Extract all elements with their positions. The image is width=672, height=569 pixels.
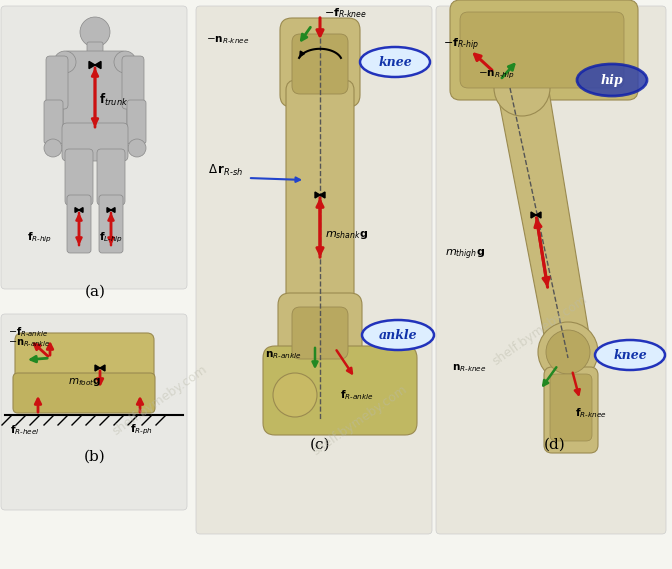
FancyBboxPatch shape	[196, 6, 432, 534]
Text: (c): (c)	[310, 438, 330, 452]
FancyBboxPatch shape	[127, 100, 146, 144]
Text: shelf.bymeby.com: shelf.bymeby.com	[110, 362, 210, 438]
Polygon shape	[320, 192, 325, 198]
Polygon shape	[107, 208, 111, 212]
Text: shelf.bymeby.com: shelf.bymeby.com	[310, 382, 410, 457]
Text: $\mathbf{n}_{R\text{-}knee}$: $\mathbf{n}_{R\text{-}knee}$	[452, 362, 487, 374]
Polygon shape	[531, 212, 536, 218]
FancyBboxPatch shape	[550, 374, 592, 441]
FancyBboxPatch shape	[450, 0, 638, 100]
FancyBboxPatch shape	[97, 149, 125, 205]
FancyBboxPatch shape	[44, 100, 63, 144]
Polygon shape	[75, 208, 79, 212]
FancyBboxPatch shape	[65, 149, 93, 205]
Text: $m_{foot}\mathbf{g}$: $m_{foot}\mathbf{g}$	[68, 376, 101, 388]
Text: shelf.bymeby.com: shelf.bymeby.com	[490, 292, 590, 368]
FancyBboxPatch shape	[278, 293, 362, 372]
FancyBboxPatch shape	[99, 195, 123, 253]
Polygon shape	[496, 85, 590, 340]
Text: $\mathbf{f}_{R\text{-}knee}$: $\mathbf{f}_{R\text{-}knee}$	[575, 406, 607, 420]
Text: $\mathbf{f}_{trunk}$: $\mathbf{f}_{trunk}$	[99, 92, 128, 108]
Polygon shape	[89, 61, 95, 69]
FancyBboxPatch shape	[292, 34, 348, 94]
Text: $\mathbf{f}_{L\text{-}hip}$: $\mathbf{f}_{L\text{-}hip}$	[99, 231, 123, 245]
Polygon shape	[536, 212, 541, 218]
Text: $\mathbf{f}_{R\text{-}ankle}$: $\mathbf{f}_{R\text{-}ankle}$	[340, 388, 374, 402]
Circle shape	[80, 17, 110, 47]
Ellipse shape	[595, 340, 665, 370]
FancyBboxPatch shape	[1, 314, 187, 510]
Text: (a): (a)	[85, 285, 106, 299]
Polygon shape	[79, 208, 83, 212]
Circle shape	[538, 322, 598, 382]
Text: hip: hip	[601, 73, 624, 86]
FancyBboxPatch shape	[67, 195, 91, 253]
FancyBboxPatch shape	[1, 6, 187, 289]
FancyBboxPatch shape	[292, 307, 348, 359]
Polygon shape	[95, 61, 101, 69]
Circle shape	[54, 51, 76, 73]
FancyBboxPatch shape	[87, 42, 103, 58]
Text: $\mathbf{f}_{R\text{-}ph}$: $\mathbf{f}_{R\text{-}ph}$	[130, 423, 153, 437]
Polygon shape	[111, 208, 115, 212]
FancyBboxPatch shape	[122, 56, 144, 109]
Circle shape	[273, 373, 317, 417]
Circle shape	[494, 60, 550, 116]
Text: knee: knee	[378, 56, 412, 68]
Text: $m_{thigh}\mathbf{g}$: $m_{thigh}\mathbf{g}$	[445, 248, 485, 262]
Ellipse shape	[360, 47, 430, 77]
FancyBboxPatch shape	[286, 80, 354, 320]
Text: $-\mathbf{f}_{R\text{-}hip}$: $-\mathbf{f}_{R\text{-}hip}$	[443, 37, 479, 53]
Text: $-\mathbf{n}_{R\text{-}hip}$: $-\mathbf{n}_{R\text{-}hip}$	[478, 69, 515, 81]
FancyBboxPatch shape	[544, 367, 598, 453]
Text: $-\mathbf{f}_{R\text{-}knee}$: $-\mathbf{f}_{R\text{-}knee}$	[324, 6, 367, 20]
Text: $-\mathbf{n}_{R\text{-}ankle}$: $-\mathbf{n}_{R\text{-}ankle}$	[8, 337, 50, 349]
FancyBboxPatch shape	[46, 56, 68, 109]
Text: $-\mathbf{f}_{R\text{-}ankle}$: $-\mathbf{f}_{R\text{-}ankle}$	[8, 325, 48, 339]
Text: $\mathbf{n}_{R\text{-}ankle}$: $\mathbf{n}_{R\text{-}ankle}$	[265, 349, 302, 361]
Circle shape	[546, 330, 590, 374]
FancyBboxPatch shape	[13, 373, 155, 413]
FancyBboxPatch shape	[280, 18, 360, 107]
FancyBboxPatch shape	[62, 123, 128, 161]
Text: (b): (b)	[84, 450, 106, 464]
Text: $\Delta\,\mathbf{r}_{R\text{-}sh}$: $\Delta\,\mathbf{r}_{R\text{-}sh}$	[208, 163, 243, 178]
FancyBboxPatch shape	[263, 346, 417, 435]
Ellipse shape	[577, 64, 647, 96]
Circle shape	[114, 51, 136, 73]
Text: $m_{shank}\mathbf{g}$: $m_{shank}\mathbf{g}$	[325, 229, 368, 241]
Polygon shape	[315, 192, 320, 198]
Circle shape	[128, 139, 146, 157]
Text: $\mathbf{f}_{R\text{-}hip}$: $\mathbf{f}_{R\text{-}hip}$	[27, 231, 52, 245]
Text: (d): (d)	[544, 438, 566, 452]
Polygon shape	[100, 365, 105, 371]
Text: $-\mathbf{n}_{R\text{-}knee}$: $-\mathbf{n}_{R\text{-}knee}$	[206, 34, 249, 46]
FancyBboxPatch shape	[436, 6, 666, 534]
Ellipse shape	[362, 320, 434, 350]
FancyBboxPatch shape	[63, 51, 127, 136]
FancyBboxPatch shape	[15, 333, 154, 397]
Polygon shape	[95, 365, 100, 371]
Text: ankle: ankle	[379, 328, 417, 341]
Text: $\mathbf{f}_{R\text{-}heel}$: $\mathbf{f}_{R\text{-}heel}$	[10, 423, 40, 437]
Circle shape	[44, 139, 62, 157]
FancyBboxPatch shape	[460, 12, 624, 88]
Text: knee: knee	[613, 348, 647, 361]
